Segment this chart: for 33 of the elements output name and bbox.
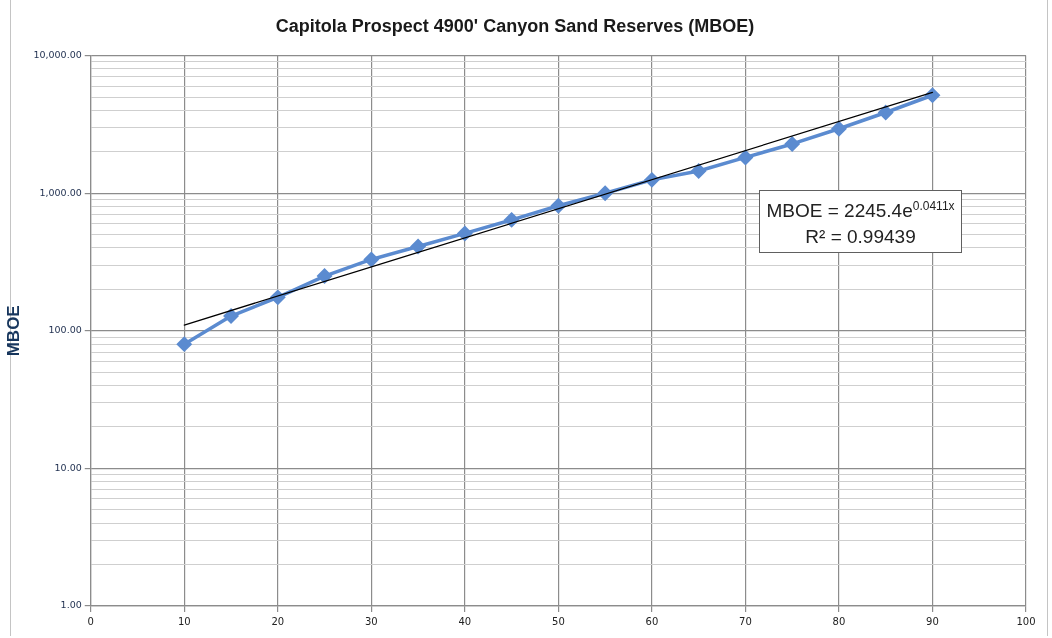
x-tick-label: 60 <box>645 615 659 627</box>
point <box>738 150 753 165</box>
point <box>831 121 847 137</box>
x-tick-label: 100 <box>1016 615 1036 627</box>
point <box>691 163 706 179</box>
x-tick-label: 90 <box>926 615 939 627</box>
point <box>784 136 800 152</box>
y-tick-label: 10.00 <box>54 461 82 473</box>
x-tick-label: 80 <box>832 615 846 627</box>
point <box>457 226 473 241</box>
point <box>364 252 379 267</box>
y-axis-title: MBOE <box>3 305 23 357</box>
x-tick-label: 50 <box>552 615 565 627</box>
x-tick-label: 30 <box>364 615 378 627</box>
annotation: R² = 0.99439 <box>804 224 917 249</box>
x-tick-label: 10 <box>177 615 191 627</box>
point <box>925 88 940 103</box>
point <box>177 336 192 352</box>
y-tick-label: 10,000.00 <box>33 49 82 61</box>
chart-title: Capitola Prospect 4900' Canyon Sand Reserves (MBOE) <box>275 15 755 36</box>
point <box>410 239 426 254</box>
x-tick-label: 0 <box>87 615 94 627</box>
y-tick-label: 1,000.00 <box>39 186 82 198</box>
point <box>504 212 519 228</box>
x-tick-label: 70 <box>739 615 752 627</box>
x-tick-label: 40 <box>458 615 472 627</box>
point <box>223 308 239 324</box>
annotation: MBOE = 2245.4e$^{0.0411x}$ <box>766 198 955 224</box>
x-tick-label: 20 <box>271 615 285 627</box>
point <box>317 268 332 284</box>
y-tick-label: 1.00 <box>60 599 82 611</box>
point <box>878 105 893 120</box>
y-tick-label: 100.00 <box>48 324 82 336</box>
